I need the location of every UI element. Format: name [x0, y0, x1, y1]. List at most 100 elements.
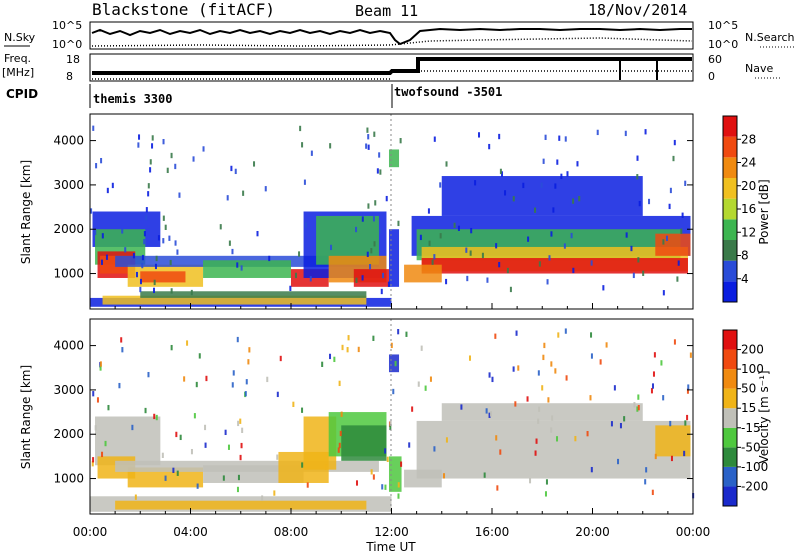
- velocity-speckle-150: [370, 469, 373, 475]
- power-colorbar-tick-label-6: 4: [741, 272, 749, 286]
- velocity-speckle-151: [236, 336, 239, 343]
- power-speckle-66: [560, 173, 563, 179]
- velocity-speckle-98: [644, 479, 647, 485]
- velocity-speckle-42: [660, 360, 663, 366]
- power-speckle-94: [474, 180, 477, 186]
- velocity-speckle-80: [491, 376, 494, 383]
- velocity-speckle-162: [405, 331, 408, 337]
- velocity-speckle-72: [445, 437, 448, 443]
- freq-unit: [MHz]: [2, 66, 34, 79]
- velocity-colorbar-tick-label-2: 50: [741, 382, 756, 396]
- power-speckle-141: [509, 286, 512, 293]
- velocity-speckle-26: [636, 406, 639, 412]
- power-speckle-79: [145, 207, 148, 213]
- velocity-speckle-117: [651, 489, 654, 496]
- velocity-colorbar-tick-label-5: -50: [741, 440, 761, 454]
- power-speckle-40: [166, 167, 169, 174]
- velocity-speckle-109: [650, 388, 653, 394]
- power-speckle-21: [228, 240, 231, 246]
- power-ytick-label-3000: 3000: [53, 178, 84, 192]
- power-speckle-127: [151, 143, 154, 149]
- power-speckle-33: [498, 261, 501, 268]
- power-speckle-26: [355, 226, 358, 233]
- power-colorbar-swatch-2: [723, 240, 737, 261]
- nave-tick-60: 60: [708, 53, 722, 66]
- power-speckle-12: [253, 161, 256, 167]
- power-speckle-150: [636, 155, 639, 161]
- power-speckle-42: [624, 130, 627, 137]
- power-speckle-9: [361, 275, 364, 281]
- velocity-speckle-174: [239, 418, 242, 424]
- velocity-speckle-82: [195, 381, 198, 388]
- velocity-speckle-29: [686, 388, 689, 394]
- velocity-speckle-132: [619, 422, 622, 429]
- velocity-speckle-67: [261, 495, 264, 501]
- velocity-speckle-35: [637, 394, 640, 400]
- power-speckle-166: [481, 252, 484, 259]
- power-colorbar-tick-label-4: 12: [741, 225, 756, 239]
- velocity-speckle-167: [551, 415, 554, 421]
- velocity-speckle-39: [224, 429, 227, 436]
- velocity-speckle-4: [204, 424, 207, 431]
- power-speckle-13: [540, 182, 543, 188]
- power-speckle-16: [365, 143, 368, 149]
- velocity-colorbar-swatch-2: [723, 447, 737, 467]
- velocity-speckle-55: [494, 333, 497, 339]
- power-speckle-170: [169, 259, 172, 266]
- power-speckle-53: [433, 254, 436, 260]
- velocity-speckle-140: [397, 493, 400, 499]
- power-speckle-84: [662, 290, 665, 296]
- xtick-label-2: 08:00: [274, 525, 309, 539]
- velocity-speckle-23: [535, 438, 538, 444]
- power-speckle-142: [680, 228, 683, 234]
- power-speckle-81: [168, 235, 171, 241]
- power-speckle-59: [501, 171, 504, 177]
- velocity-colorbar-tick-label-4: -15: [741, 421, 761, 435]
- velocity-speckle-141: [118, 382, 121, 389]
- power-speckle-121: [552, 207, 555, 213]
- power-speckle-158: [637, 257, 640, 263]
- power-speckle-64: [370, 248, 373, 254]
- velocity-cell-13: [416, 420, 691, 479]
- power-cell-14: [388, 149, 400, 168]
- power-speckle-128: [399, 138, 402, 144]
- power-colorbar-tick-label-3: 16: [741, 202, 756, 216]
- power-speckle-65: [367, 144, 370, 150]
- velocity-speckle-87: [564, 328, 567, 334]
- power-speckle-69: [100, 157, 103, 164]
- power-speckle-116: [465, 247, 468, 253]
- velocity-speckle-144: [654, 453, 657, 460]
- power-speckle-104: [330, 244, 333, 251]
- power-speckle-22: [466, 275, 469, 282]
- power-speckle-36: [590, 260, 593, 266]
- power-speckle-132: [534, 207, 537, 213]
- velocity-speckle-21: [172, 467, 175, 473]
- velocity-speckle-37: [241, 427, 244, 433]
- velocity-speckle-85: [514, 401, 517, 407]
- power-speckle-85: [548, 255, 551, 261]
- power-speckle-20: [387, 281, 390, 287]
- velocity-speckle-99: [599, 359, 602, 365]
- velocity-speckle-46: [292, 401, 295, 407]
- velocity-speckle-145: [554, 368, 557, 374]
- power-speckle-91: [147, 191, 150, 197]
- velocity-speckle-79: [429, 376, 432, 382]
- velocity-speckle-170: [651, 383, 655, 389]
- velocity-speckle-62: [338, 442, 341, 449]
- date-label: 18/Nov/2014: [588, 1, 687, 19]
- velocity-speckle-94: [565, 375, 568, 381]
- power-cell-21: [421, 258, 688, 274]
- power-speckle-46: [669, 187, 672, 194]
- nsky-tick-low: 10^0: [52, 38, 82, 51]
- power-speckle-165: [445, 161, 448, 167]
- power-speckle-106: [676, 276, 679, 282]
- velocity-speckle-60: [411, 406, 414, 412]
- power-speckle-8: [453, 222, 456, 229]
- xtick-label-5: 20:00: [575, 525, 610, 539]
- velocity-speckle-124: [686, 414, 689, 421]
- power-speckle-155: [176, 249, 179, 255]
- power-speckle-11: [361, 216, 364, 222]
- power-speckle-156: [469, 250, 472, 256]
- power-speckle-86: [428, 240, 431, 246]
